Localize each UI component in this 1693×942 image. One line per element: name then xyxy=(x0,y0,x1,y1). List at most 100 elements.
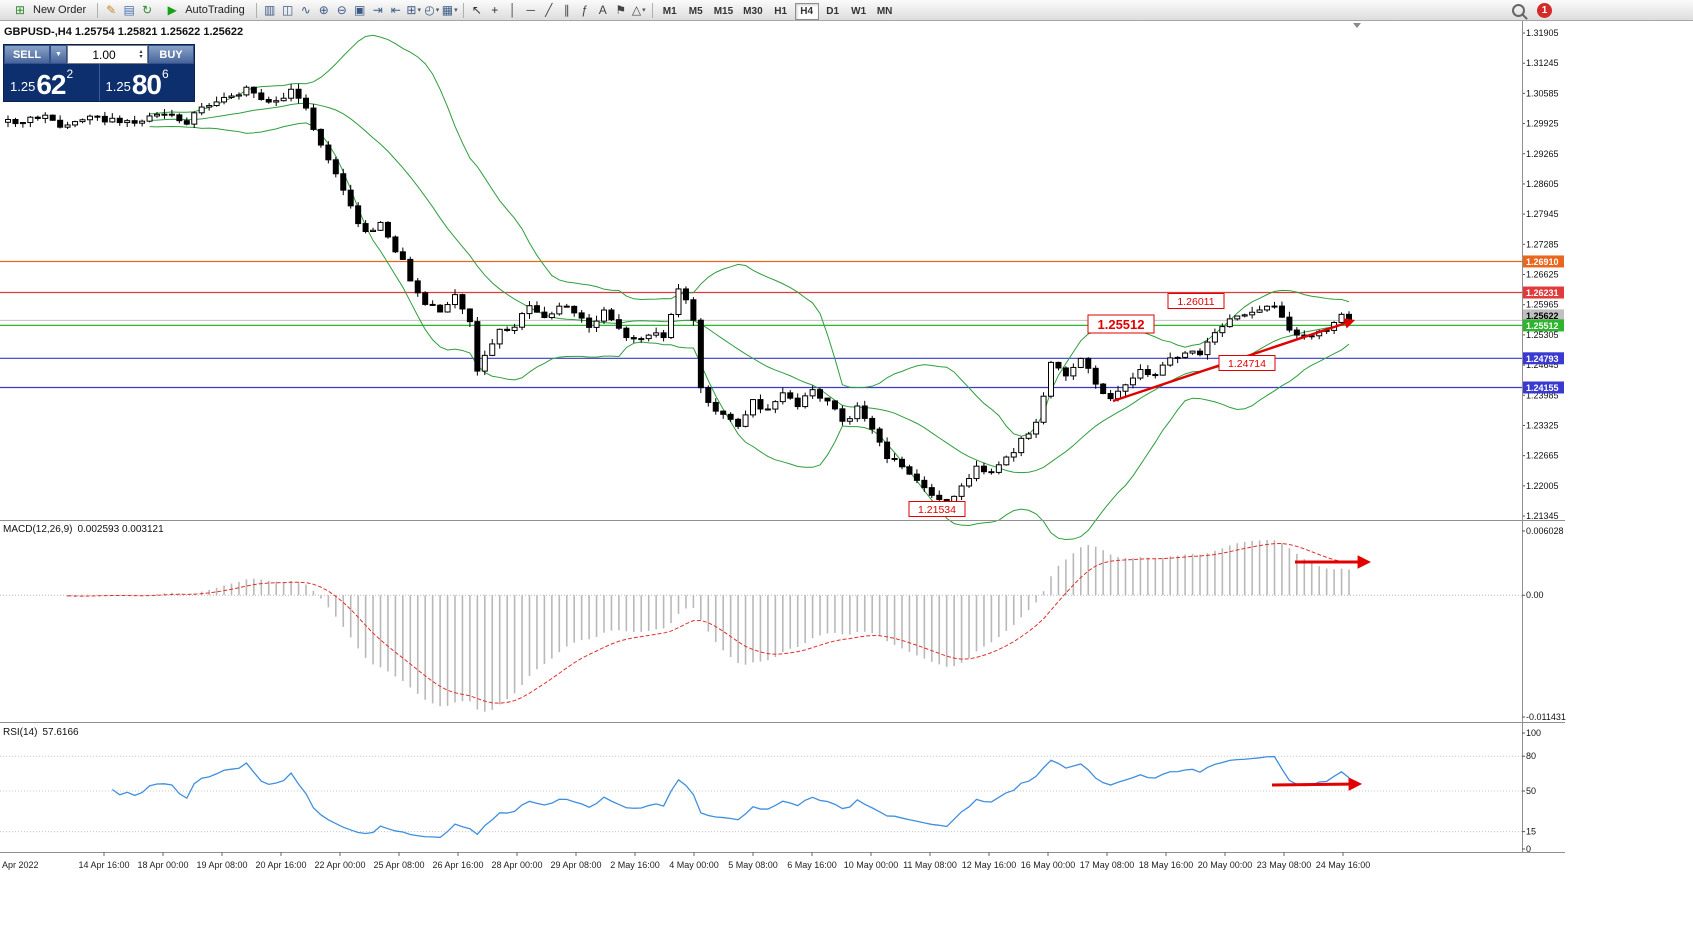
svg-text:26 Apr 16:00: 26 Apr 16:00 xyxy=(432,860,483,870)
candlestick-chart-icon[interactable]: ◫ xyxy=(282,3,294,17)
buy-price[interactable]: 1.25 80 6 xyxy=(100,64,195,101)
order-type-dropdown[interactable]: ▼ xyxy=(50,45,67,64)
svg-text:1.24793: 1.24793 xyxy=(1526,354,1559,364)
timeframe-m15[interactable]: M15 xyxy=(710,3,737,20)
svg-text:1.23325: 1.23325 xyxy=(1526,420,1559,430)
buy-price-point: 6 xyxy=(161,67,169,81)
svg-text:10 May 00:00: 10 May 00:00 xyxy=(844,860,899,870)
svg-text:29 Apr 08:00: 29 Apr 08:00 xyxy=(550,860,601,870)
chart-shift-marker[interactable] xyxy=(1353,23,1361,28)
axis-flag-1.26910 xyxy=(1523,255,1564,268)
auto-scroll-icon[interactable]: ⇥ xyxy=(372,3,383,17)
main-chart-surface[interactable] xyxy=(0,21,1522,520)
price-axis[interactable] xyxy=(1522,21,1565,852)
zoom-in-icon[interactable]: ⊕ xyxy=(318,3,329,17)
timeframe-m5[interactable]: M5 xyxy=(684,3,708,20)
macd-title: MACD(12,26,9) xyxy=(3,524,73,535)
price-annotations[interactable]: 1.26011 1.25512 1.24714 1.21534 xyxy=(908,293,1276,517)
crosshair-icon[interactable]: + xyxy=(491,3,499,17)
sell-price[interactable]: 1.25 62 2 xyxy=(4,64,99,101)
buy-price-pips: 80 xyxy=(131,69,162,100)
svg-text:1.27945: 1.27945 xyxy=(1526,209,1559,219)
rsi-panel-surface[interactable] xyxy=(0,724,1522,852)
svg-text:11 May 08:00: 11 May 08:00 xyxy=(903,860,957,870)
macd-label: MACD(12,26,9) 0.002593 0.003121 xyxy=(3,524,164,535)
search-icon[interactable] xyxy=(1512,4,1525,17)
timeframe-w1[interactable]: W1 xyxy=(847,3,871,20)
svg-text:25 Apr 08:00: 25 Apr 08:00 xyxy=(373,860,424,870)
rsi-axis-label: 80 xyxy=(1526,751,1536,761)
new-order-button[interactable]: ⊞ New Order xyxy=(4,1,93,19)
horizontal-level-lines[interactable] xyxy=(0,260,1522,389)
annotation-box[interactable] xyxy=(908,501,966,517)
svg-text:20 May 00:00: 20 May 00:00 xyxy=(1198,860,1253,870)
rsi-axis-label: 0 xyxy=(1526,844,1531,854)
timeframe-m1[interactable]: M1 xyxy=(658,3,682,20)
timeframe-h4[interactable]: H4 xyxy=(794,2,819,20)
autotrading-button[interactable]: ▶ AutoTrading xyxy=(156,1,252,19)
timeframe-h1[interactable]: H1 xyxy=(769,3,793,20)
timeframe-d1[interactable]: D1 xyxy=(821,3,845,20)
chart-shift-icon[interactable]: ⇤ xyxy=(390,3,401,17)
play-icon: ▶ xyxy=(167,3,177,17)
svg-text:20 Apr 16:00: 20 Apr 16:00 xyxy=(255,860,306,870)
sell-button[interactable]: SELL xyxy=(4,45,50,64)
annotation-box[interactable] xyxy=(1087,314,1155,334)
timeframe-m30[interactable]: M30 xyxy=(739,3,766,20)
text-icon[interactable]: A xyxy=(598,3,607,17)
trade-panel-divider xyxy=(98,64,100,101)
macd-signal-line xyxy=(67,543,1350,704)
bar-chart-icon[interactable]: ▥ xyxy=(264,3,276,17)
horizontal-line-icon[interactable]: ─ xyxy=(526,3,535,17)
buy-price-prefix: 1.25 xyxy=(105,79,131,94)
svg-text:18 Apr 00:00: 18 Apr 00:00 xyxy=(137,860,188,870)
svg-text:1.25512: 1.25512 xyxy=(1526,321,1559,331)
svg-text:1.26910: 1.26910 xyxy=(1526,257,1559,267)
template-icon[interactable]: ▦ ▾ xyxy=(441,3,458,17)
volume-value: 1.00 xyxy=(92,47,116,62)
cursor-icon[interactable]: ↖ xyxy=(471,3,482,17)
fibonacci-icon[interactable]: ƒ xyxy=(581,3,589,17)
bollinger-lower-band xyxy=(149,122,1350,541)
svg-text:6 May 16:00: 6 May 16:00 xyxy=(787,860,837,870)
timeframe-mn[interactable]: MN xyxy=(873,3,897,20)
svg-text:1.24645: 1.24645 xyxy=(1526,360,1559,370)
new-order-label: New Order xyxy=(33,4,87,16)
svg-text:1.27285: 1.27285 xyxy=(1526,239,1559,249)
svg-text:1.24155: 1.24155 xyxy=(1526,383,1559,393)
toolbar-separator xyxy=(462,2,464,18)
zoom-out-icon[interactable]: ⊖ xyxy=(336,3,347,17)
rsi-arrow[interactable] xyxy=(1271,777,1363,791)
buy-button[interactable]: BUY xyxy=(148,45,194,64)
annotation-box[interactable] xyxy=(1218,355,1276,371)
refresh-icon[interactable]: ↻ xyxy=(142,3,153,17)
volume-spinner: ▴ ▾ xyxy=(136,48,146,60)
rsi-label: RSI(14) 57.6166 xyxy=(3,727,79,738)
volume-up-icon[interactable]: ▴ xyxy=(139,48,143,55)
tile-windows-icon[interactable]: ▣ xyxy=(354,3,366,17)
arrow-label-icon[interactable]: ⚑ xyxy=(615,3,627,17)
svg-text:1.31245: 1.31245 xyxy=(1526,58,1559,68)
time-axis[interactable] xyxy=(0,852,1565,878)
shapes-icon[interactable]: △ ▾ xyxy=(631,3,646,17)
vertical-line-icon[interactable]: │ xyxy=(508,3,517,17)
svg-text:14 Apr 16:00: 14 Apr 16:00 xyxy=(78,860,129,870)
notification-badge[interactable]: 1 xyxy=(1537,3,1552,18)
annotation-box[interactable] xyxy=(1167,293,1225,309)
toolbar-separator xyxy=(97,2,99,18)
profiles-icon[interactable]: ▤ xyxy=(123,3,135,17)
line-chart-icon[interactable]: ∿ xyxy=(300,3,311,17)
period-icon[interactable]: ◴ ▾ xyxy=(424,3,440,17)
one-click-trading-panel: SELL ▼ 1.00 ▴ ▾ BUY 1.25 62 2 1.25 80 6 xyxy=(3,44,195,102)
trendline-icon[interactable]: ╱ xyxy=(545,3,553,17)
annotation-text: 1.24714 xyxy=(1228,358,1266,370)
channel-icon[interactable]: ∥ xyxy=(563,3,570,17)
drawing-toolbar-icons: ↖ + │ ─ ╱ ∥ ƒ A ⚑ △ ▾ xyxy=(468,1,648,19)
volume-input[interactable]: 1.00 ▴ ▾ xyxy=(67,45,148,64)
macd-histogram xyxy=(66,539,1350,712)
svg-text:18 May 16:00: 18 May 16:00 xyxy=(1139,860,1194,870)
metaeditor-icon[interactable]: ✎ xyxy=(106,3,117,17)
volume-down-icon[interactable]: ▾ xyxy=(139,53,143,60)
axis-flag-1.25512 xyxy=(1523,319,1564,332)
new-chart-icon[interactable]: ⊞ ▾ xyxy=(406,3,421,17)
